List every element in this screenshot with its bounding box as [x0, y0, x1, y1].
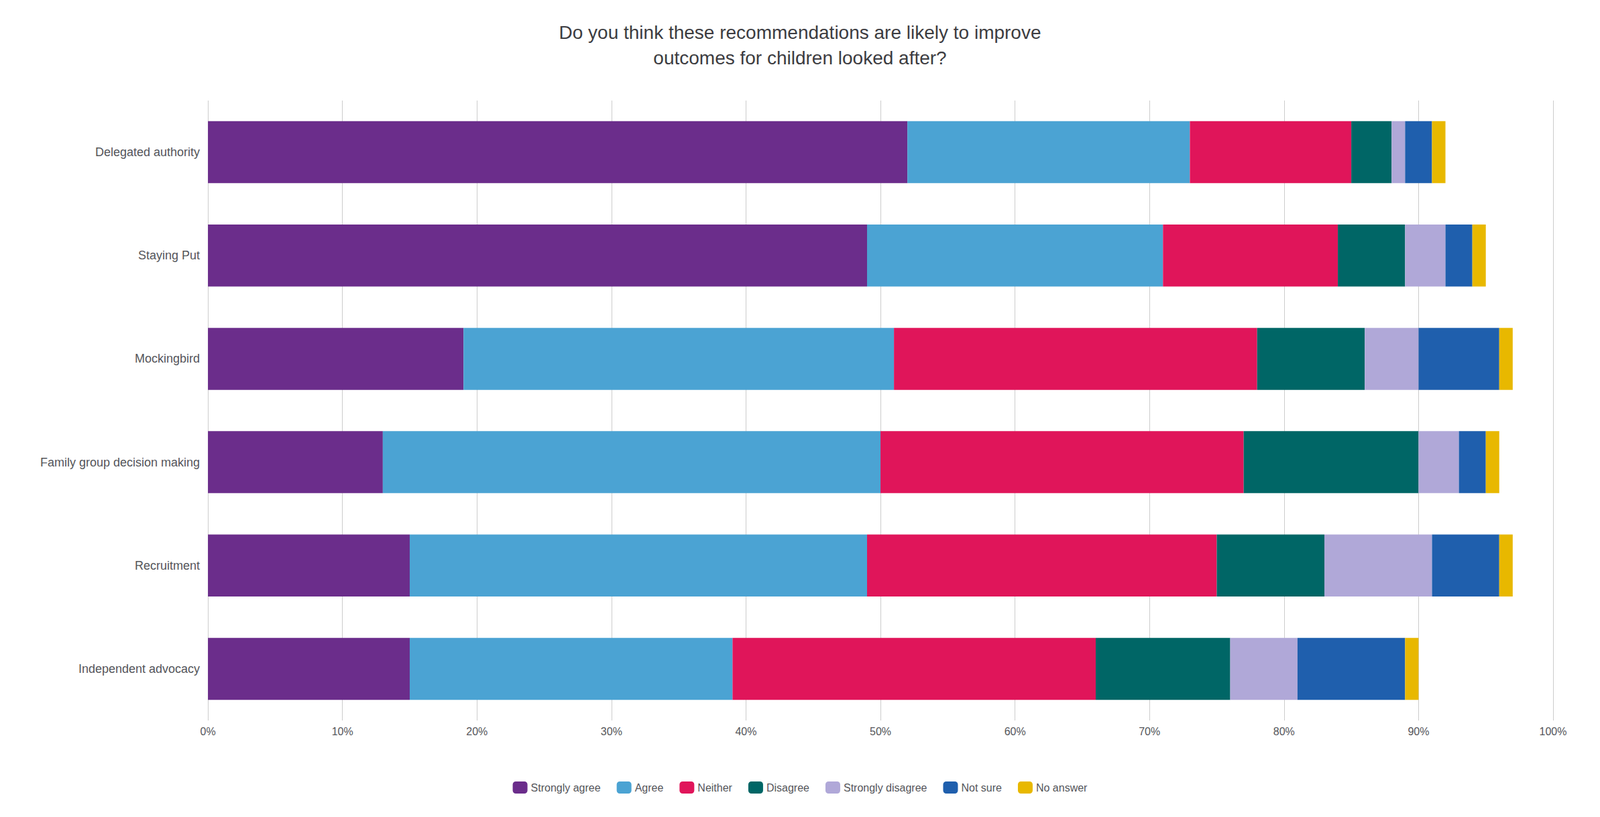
svg-text:Staying Put: Staying Put: [138, 248, 200, 263]
svg-text:Family group decision making: Family group decision making: [40, 455, 200, 470]
svg-text:50%: 50%: [869, 726, 892, 738]
svg-text:outcomes for children looked a: outcomes for children looked after?: [653, 47, 947, 69]
svg-text:Neither: Neither: [697, 782, 733, 794]
svg-text:Delegated authority: Delegated authority: [95, 145, 200, 159]
svg-text:100%: 100%: [1539, 726, 1568, 738]
svg-text:80%: 80%: [1273, 726, 1295, 738]
svg-text:Strongly agree: Strongly agree: [531, 782, 601, 794]
svg-text:30%: 30%: [600, 726, 623, 738]
svg-text:70%: 70%: [1138, 726, 1161, 738]
svg-text:Disagree: Disagree: [766, 782, 810, 794]
svg-text:Mockingbird: Mockingbird: [134, 352, 200, 366]
svg-text:Recruitment: Recruitment: [134, 559, 200, 573]
svg-text:10%: 10%: [331, 726, 354, 738]
svg-text:0%: 0%: [200, 726, 216, 738]
svg-text:60%: 60%: [1004, 726, 1026, 738]
svg-text:Independent advocacy: Independent advocacy: [78, 662, 200, 676]
svg-text:No answer: No answer: [1036, 782, 1088, 794]
svg-text:Do you think these recommendat: Do you think these recommendations are l…: [558, 22, 1041, 43]
svg-text:40%: 40%: [734, 726, 757, 738]
svg-text:Not sure: Not sure: [960, 782, 1002, 794]
svg-text:Agree: Agree: [635, 782, 664, 794]
svg-text:Strongly disagree: Strongly disagree: [843, 782, 928, 794]
svg-text:20%: 20%: [466, 726, 488, 738]
svg-text:90%: 90%: [1407, 726, 1430, 738]
